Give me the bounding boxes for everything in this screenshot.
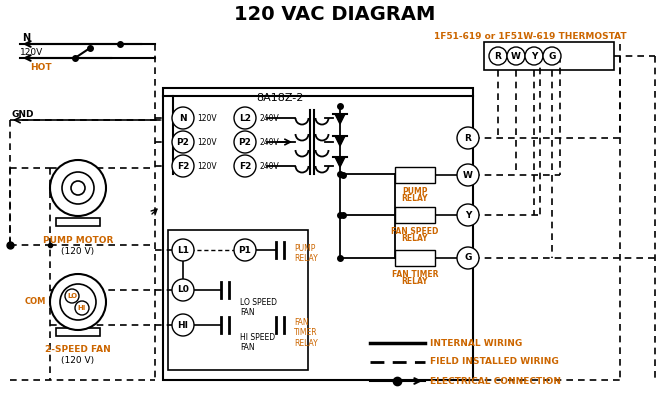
Circle shape (172, 155, 194, 177)
Text: 2-SPEED FAN: 2-SPEED FAN (45, 346, 111, 354)
Text: 1F51-619 or 1F51W-619 THERMOSTAT: 1F51-619 or 1F51W-619 THERMOSTAT (433, 31, 626, 41)
Text: HI SPEED
FAN: HI SPEED FAN (240, 333, 275, 352)
Text: ELECTRICAL CONNECTION: ELECTRICAL CONNECTION (430, 377, 561, 385)
Polygon shape (335, 136, 345, 146)
Bar (395, 250, 435, 266)
Text: L0: L0 (177, 285, 189, 295)
Text: N: N (22, 33, 30, 43)
Circle shape (50, 274, 106, 330)
Text: 120 VAC DIAGRAM: 120 VAC DIAGRAM (234, 5, 436, 23)
Text: P2: P2 (177, 137, 190, 147)
Circle shape (172, 239, 194, 261)
Text: FIELD INSTALLED WIRING: FIELD INSTALLED WIRING (430, 357, 559, 367)
Circle shape (172, 107, 194, 129)
Text: PUMP
RELAY: PUMP RELAY (294, 244, 318, 264)
Bar (56, 328, 100, 336)
Text: 120V: 120V (20, 47, 44, 57)
Polygon shape (335, 157, 345, 167)
Text: 8A18Z-2: 8A18Z-2 (257, 93, 304, 103)
Circle shape (172, 279, 194, 301)
Text: RELAY: RELAY (402, 277, 428, 286)
Text: HI: HI (178, 321, 188, 329)
Circle shape (75, 301, 89, 315)
Text: RELAY: RELAY (402, 194, 428, 203)
Text: COM: COM (25, 297, 46, 307)
Text: F2: F2 (239, 161, 251, 171)
Circle shape (457, 247, 479, 269)
Text: R: R (494, 52, 501, 60)
Text: 120V: 120V (197, 114, 216, 122)
Text: LO SPEED
FAN: LO SPEED FAN (240, 298, 277, 318)
Text: L1: L1 (177, 246, 189, 254)
Circle shape (234, 155, 256, 177)
Bar (163, 88, 473, 380)
Text: HOT: HOT (30, 62, 52, 72)
Polygon shape (335, 114, 345, 124)
Text: W: W (511, 52, 521, 60)
Bar (395, 167, 435, 183)
Circle shape (457, 127, 479, 149)
Text: RELAY: RELAY (402, 234, 428, 243)
Text: FAN TIMER: FAN TIMER (392, 270, 438, 279)
Text: 240V: 240V (259, 114, 279, 122)
Text: 240V: 240V (259, 137, 279, 147)
Text: G: G (548, 52, 555, 60)
Circle shape (172, 314, 194, 336)
Circle shape (543, 47, 561, 65)
Text: (120 V): (120 V) (62, 357, 94, 365)
Text: FAN
TIMER
RELAY: FAN TIMER RELAY (294, 318, 318, 348)
Circle shape (234, 131, 256, 153)
Circle shape (234, 107, 256, 129)
Circle shape (65, 289, 79, 303)
Text: PUMP MOTOR: PUMP MOTOR (43, 235, 113, 245)
Text: 240V: 240V (259, 161, 279, 171)
Circle shape (234, 239, 256, 261)
Text: INTERNAL WIRING: INTERNAL WIRING (430, 339, 522, 347)
Text: Y: Y (531, 52, 537, 60)
Text: GND: GND (12, 109, 34, 119)
Circle shape (172, 131, 194, 153)
Bar (168, 230, 308, 370)
Text: 120V: 120V (197, 137, 216, 147)
Bar (395, 207, 435, 223)
Text: P1: P1 (239, 246, 251, 254)
Text: G: G (464, 253, 472, 262)
Text: (120 V): (120 V) (62, 246, 94, 256)
Text: PUMP: PUMP (402, 187, 427, 196)
Circle shape (60, 284, 96, 320)
Text: L2: L2 (239, 114, 251, 122)
Text: W: W (463, 171, 473, 179)
Circle shape (62, 172, 94, 204)
Text: P2: P2 (239, 137, 251, 147)
Circle shape (50, 160, 106, 216)
Circle shape (71, 181, 85, 195)
Circle shape (489, 47, 507, 65)
Circle shape (457, 164, 479, 186)
Text: N: N (179, 114, 187, 122)
Text: F2: F2 (177, 161, 189, 171)
Text: Y: Y (465, 210, 471, 220)
Circle shape (457, 204, 479, 226)
Circle shape (507, 47, 525, 65)
Text: LO: LO (67, 293, 77, 299)
Bar (484, 42, 614, 70)
Text: HI: HI (78, 305, 86, 311)
Text: 120V: 120V (197, 161, 216, 171)
Text: R: R (464, 134, 472, 142)
Text: FAN SPEED: FAN SPEED (391, 227, 439, 236)
Circle shape (525, 47, 543, 65)
Bar (56, 218, 100, 226)
